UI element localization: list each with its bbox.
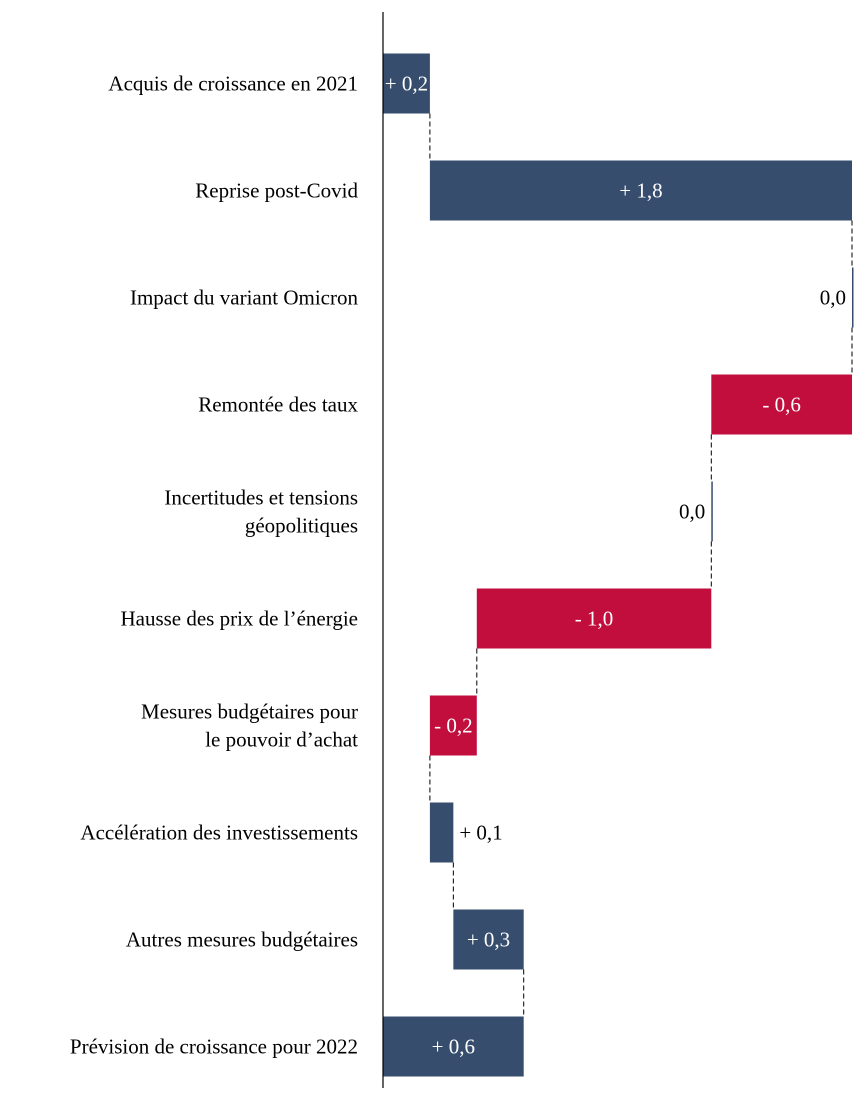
bar-7	[429, 695, 477, 756]
data-label: - 1,0	[575, 607, 614, 631]
bar-8	[429, 802, 454, 863]
bar-4	[711, 374, 852, 435]
category-label-line: Remontée des taux	[198, 393, 358, 417]
category-label: Impact du variant Omicron	[130, 286, 359, 310]
category-label: Autres mesures budgétaires	[126, 928, 358, 952]
category-label: Reprise post-Covid	[195, 179, 358, 203]
category-label-line: le pouvoir d’achat	[205, 728, 358, 752]
data-label: - 0,2	[434, 714, 473, 738]
category-label: Accélération des investissements	[80, 821, 358, 845]
bar-3	[852, 267, 854, 328]
category-label-line: Mesures budgétaires pour	[141, 700, 358, 724]
connector-lines	[429, 113, 853, 1017]
bar-5	[711, 481, 713, 542]
bar-6	[476, 588, 712, 649]
data-labels: + 0,2 + 1,8 0,0 - 0,6 0,0 - 1,0 - 0,2 + 0,1 + 0,…	[385, 72, 846, 1059]
category-labels: Acquis de croissance en 2021 Reprise post…	[70, 72, 359, 1059]
category-label: Incertitudes et tensions géopolitiques	[164, 486, 358, 538]
category-label: Remontée des taux	[198, 393, 358, 417]
bar-9	[453, 909, 524, 970]
category-label-line: géopolitiques	[245, 514, 358, 538]
category-label-line: Acquis de croissance en 2021	[108, 72, 358, 96]
data-label: + 0,6	[432, 1035, 475, 1059]
category-label-line: Hausse des prix de l’énergie	[120, 607, 358, 631]
category-label: Mesures budgétaires pour le pouvoir d’ach…	[141, 700, 358, 752]
data-label: 0,0	[820, 286, 846, 310]
data-label: + 0,1	[459, 821, 502, 845]
data-label: + 0,2	[385, 72, 428, 96]
category-label-line: Autres mesures budgétaires	[126, 928, 358, 952]
data-label: 0,0	[679, 500, 705, 524]
data-label: + 0,3	[467, 928, 510, 952]
category-label-line: Incertitudes et tensions	[164, 486, 358, 510]
bar-1	[383, 53, 430, 114]
category-label-line: Accélération des investissements	[80, 821, 358, 845]
category-label: Acquis de croissance en 2021	[108, 72, 358, 96]
data-label: + 1,8	[619, 179, 662, 203]
data-label: - 0,6	[762, 393, 801, 417]
category-label-line: Reprise post-Covid	[195, 179, 358, 203]
category-label-line: Impact du variant Omicron	[130, 286, 359, 310]
bar-10	[383, 1016, 524, 1077]
bar-2	[429, 160, 852, 221]
category-label: Hausse des prix de l’énergie	[120, 607, 358, 631]
category-label-line: Prévision de croissance pour 2022	[70, 1035, 358, 1059]
bars	[383, 53, 854, 1077]
category-label: Prévision de croissance pour 2022	[70, 1035, 358, 1059]
